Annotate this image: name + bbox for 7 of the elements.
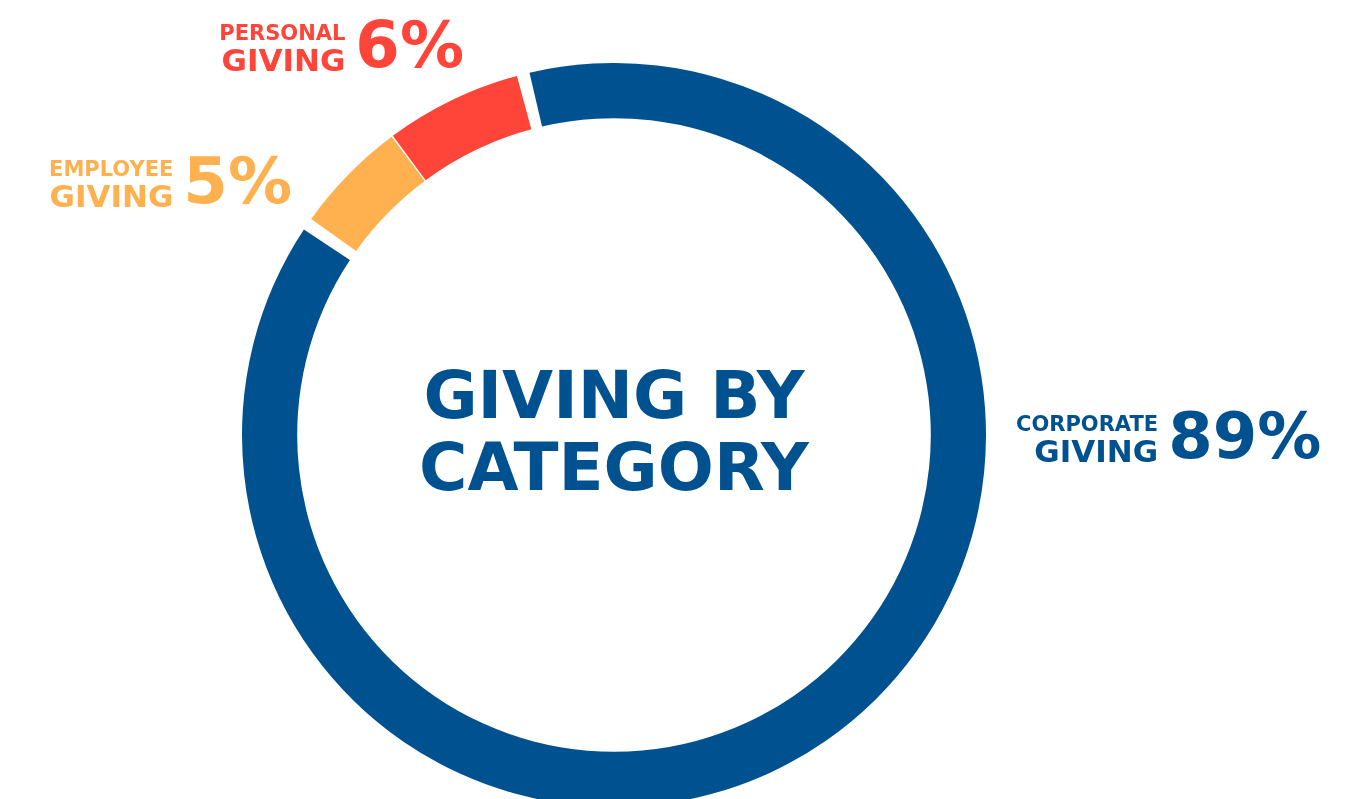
slice-label: EMPLOYEE GIVING [49,157,174,214]
data-label: 89% [1168,399,1322,473]
text: GIVING BY CATEGORY [418,357,810,506]
data-label: 5% [183,144,292,218]
slice-label: CORPORATE GIVING [1016,412,1159,469]
data-label: 6% [355,8,464,82]
slice-label: PERSONAL GIVING [219,21,346,78]
